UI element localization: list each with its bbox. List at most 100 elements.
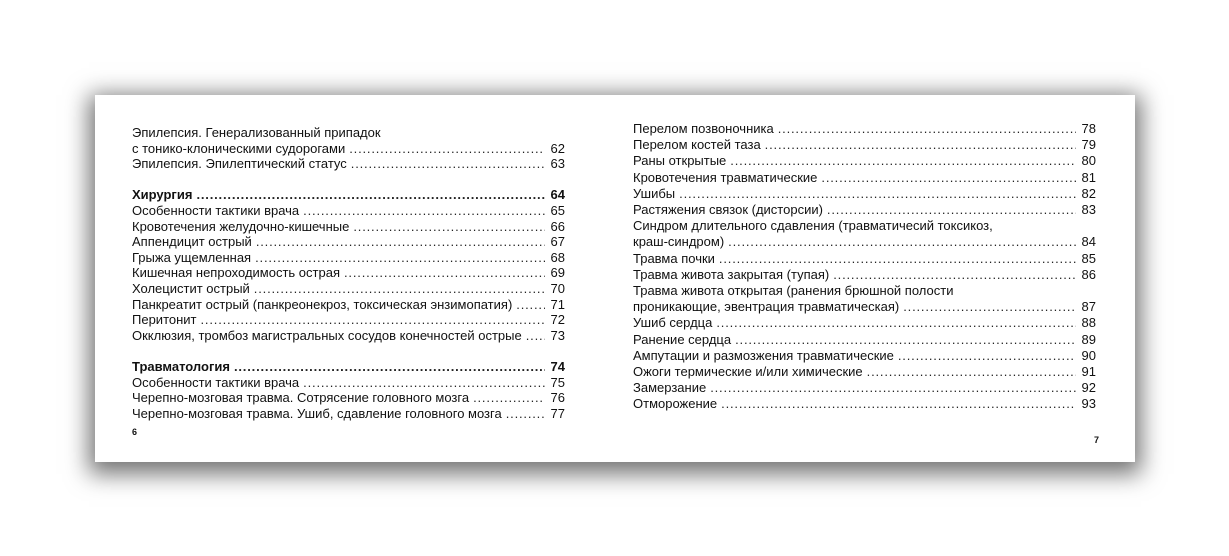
toc-entry-title: Холецистит острый [132, 280, 250, 296]
toc-page-number: 74 [550, 358, 565, 374]
toc-entry-title: Панкреатит острый (панкреонекроз, токсич… [132, 296, 513, 312]
toc-page-number: 67 [550, 234, 565, 250]
toc-entry[interactable]: Замерзание 92 [633, 380, 1096, 396]
toc-entry[interactable]: Окклюзия, тромбоз магистральных сосудов … [132, 328, 565, 344]
toc-entry-title-line: Травма живота открытая (ранения брюшной … [633, 283, 954, 299]
toc-entry-title: Грыжа ущемленная [132, 249, 252, 265]
toc-entry[interactable]: Эпилепсия. Эпилептический статус 63 [132, 156, 565, 172]
toc-section-heading[interactable]: Хирургия 64 [132, 187, 565, 203]
toc-entry-title: Раны открытые [633, 153, 727, 169]
toc-entry-title: Ушибы [633, 185, 676, 201]
dot-leader [716, 315, 1076, 331]
dot-leader [473, 390, 545, 406]
toc-entry[interactable]: Ампутации и размозжения травматические 90 [633, 348, 1096, 364]
toc-entry[interactable]: краш-синдром) 84 [633, 234, 1096, 250]
dot-leader [234, 359, 545, 375]
toc-page-number: 76 [550, 390, 565, 406]
toc-entry-title: Аппендицит острый [132, 234, 252, 250]
toc-page-number: 72 [550, 312, 565, 328]
toc-entry[interactable]: Перелом позвоночника 78 [633, 121, 1096, 137]
dot-leader [778, 121, 1076, 137]
toc-entry-title: Хирургия [132, 187, 193, 203]
toc-entry-title: Ушиб сердца [633, 315, 713, 331]
toc-entry-title: Перелом костей таза [633, 137, 761, 153]
toc-entry[interactable]: с тонико-клоническими судорогами 62 [132, 141, 565, 157]
toc-entry-title-line: Синдром длительного сдавления (травматич… [633, 218, 993, 234]
dot-leader [867, 364, 1076, 380]
dot-leader [719, 251, 1076, 267]
toc-page-number: 82 [1081, 185, 1096, 201]
toc-entry[interactable]: Грыжа ущемленная 68 [132, 250, 565, 266]
dot-leader [721, 396, 1076, 412]
toc-page-number: 89 [1081, 331, 1096, 347]
toc-entry[interactable]: Травма живота закрытая (тупая) 86 [633, 267, 1096, 283]
toc-entry[interactable]: Особенности тактики врача 65 [132, 203, 565, 219]
toc-entry[interactable]: Ранение сердца 89 [633, 332, 1096, 348]
toc-entry[interactable]: Раны открытые 80 [633, 153, 1096, 169]
toc-entry[interactable]: Кровотечения желудочно-кишечные 66 [132, 219, 565, 235]
dot-leader [765, 137, 1076, 153]
toc-page-number: 84 [1081, 234, 1096, 250]
toc-entry-title: Окклюзия, тромбоз магистральных сосудов … [132, 327, 522, 343]
toc-entry[interactable]: Кровотечения травматические 81 [633, 170, 1096, 186]
toc-page-number: 92 [1081, 380, 1096, 396]
toc-entry[interactable]: Черепно-мозговая травма. Сотрясение голо… [132, 390, 565, 406]
toc-entry-title: Черепно-мозговая травма. Сотрясение голо… [132, 390, 470, 406]
group-spacer [132, 343, 565, 359]
toc-page-number: 70 [550, 280, 565, 296]
left-page-toc: Эпилепсия. Генерализованный припадок с то… [132, 125, 565, 421]
dot-leader [827, 202, 1076, 218]
toc-entry[interactable]: Ушиб сердца 88 [633, 315, 1096, 331]
toc-entry[interactable]: Черепно-мозговая травма. Ушиб, сдавление… [132, 406, 565, 422]
toc-page-number: 75 [550, 374, 565, 390]
toc-entry[interactable]: Аппендицит острый 67 [132, 234, 565, 250]
toc-entry[interactable]: Кишечная непроходимость острая 69 [132, 265, 565, 281]
dot-leader [735, 332, 1076, 348]
toc-entry-title: Эпилепсия. Эпилептический статус [132, 156, 347, 172]
toc-entry-title: Особенности тактики врача [132, 374, 300, 390]
toc-entry[interactable]: Растяжения связок (дисторсии) 83 [633, 202, 1096, 218]
toc-entry[interactable]: Ушибы 82 [633, 186, 1096, 202]
toc-page-number: 93 [1081, 396, 1096, 412]
toc-page-number: 79 [1081, 137, 1096, 153]
toc-entry-title: Ранение сердца [633, 331, 732, 347]
left-page-number: 6 [132, 427, 138, 437]
toc-page-number: 71 [550, 296, 565, 312]
toc-section-heading[interactable]: Травматология 74 [132, 359, 565, 375]
dot-leader [256, 234, 545, 250]
dot-leader [255, 250, 545, 266]
dot-leader [254, 281, 545, 297]
toc-page-number: 80 [1081, 153, 1096, 169]
dot-leader [516, 297, 545, 313]
toc-page-number: 77 [550, 405, 565, 421]
toc-entry-title: Перелом позвоночника [633, 121, 774, 136]
toc-entry[interactable]: проникающие, эвентрация травматическая) 8… [633, 299, 1096, 315]
toc-entry-title: Кишечная непроходимость острая [132, 265, 340, 281]
toc-entry[interactable]: Отморожение 93 [633, 396, 1096, 412]
dot-leader [903, 299, 1076, 315]
dot-leader [710, 380, 1076, 396]
toc-entry-title: Травма живота закрытая (тупая) [633, 266, 830, 282]
toc-entry-title: Травматология [132, 358, 230, 374]
group-spacer [132, 172, 565, 188]
toc-entry-title: Растяжения связок (дисторсии) [633, 202, 823, 218]
dot-leader [679, 186, 1076, 202]
toc-entry-title: Особенности тактики врача [132, 202, 300, 218]
toc-entry-title: Перитонит [132, 312, 197, 328]
dot-leader [506, 406, 545, 422]
dot-leader [349, 141, 545, 157]
right-page-toc: Перелом позвоночника78Перелом костей таз… [633, 121, 1096, 413]
toc-page-number: 86 [1081, 266, 1096, 282]
dot-leader [833, 267, 1076, 283]
toc-page-number: 83 [1081, 202, 1096, 218]
toc-entry[interactable]: Травма почки 85 [633, 251, 1096, 267]
dot-leader [821, 170, 1076, 186]
toc-entry[interactable]: Перелом костей таза 79 [633, 137, 1096, 153]
toc-entry-title: с тонико-клоническими судорогами [132, 140, 346, 156]
toc-entry[interactable]: Ожоги термические и/или химические 91 [633, 364, 1096, 380]
toc-entry[interactable]: Перитонит 72 [132, 312, 565, 328]
toc-entry[interactable]: Панкреатит острый (панкреонекроз, токсич… [132, 297, 565, 313]
dot-leader [730, 153, 1076, 169]
toc-entry[interactable]: Особенности тактики врача 75 [132, 375, 565, 391]
toc-entry[interactable]: Холецистит острый 70 [132, 281, 565, 297]
